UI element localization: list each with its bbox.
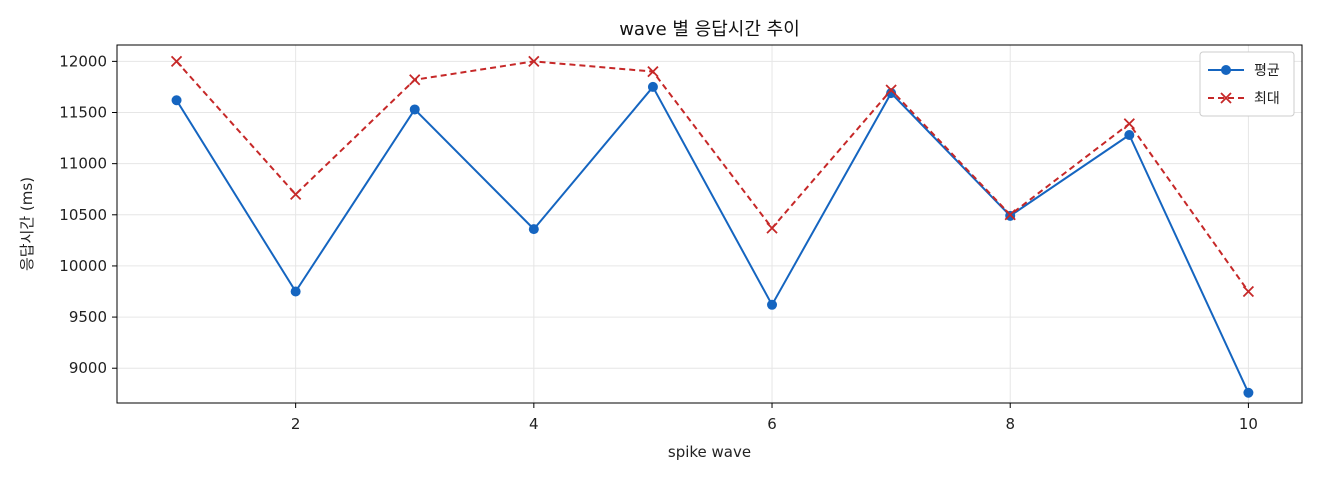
x-tick-label: 10 [1239, 415, 1258, 433]
series-2-point [766, 222, 778, 234]
series-2-point [885, 84, 897, 96]
series-1-point [409, 104, 420, 115]
y-tick-label: 10500 [59, 206, 107, 224]
x-tick-label: 2 [291, 415, 301, 433]
legend-label-1: 평균 [1254, 63, 1280, 79]
series-1-point [528, 224, 539, 235]
series-2-point [409, 74, 421, 86]
y-tick-label: 11500 [59, 104, 107, 122]
series-1-point [290, 286, 301, 297]
series-layer [170, 55, 1255, 398]
series-2-point [1004, 209, 1016, 221]
x-tick-label: 4 [529, 415, 539, 433]
series-line-1 [175, 85, 1250, 394]
series-2-point [290, 188, 302, 200]
y-tick-label: 9500 [69, 308, 107, 326]
series-1-point [171, 95, 182, 106]
x-axis-title: spike wave [668, 443, 751, 461]
series-2-point [647, 65, 659, 78]
series-2-point [528, 55, 540, 68]
series-2-point [170, 55, 183, 68]
legend-marker-2 [1220, 92, 1232, 104]
series-2-point [1242, 285, 1255, 298]
y-tick-label: 11000 [59, 155, 107, 173]
series-1-point [1124, 130, 1135, 141]
y-axis-title: 응답시간 (ms) [18, 177, 36, 271]
legend-label-2: 최대 [1254, 91, 1280, 107]
legend-marker-1 [1221, 65, 1231, 75]
ticks: 2 4 6 8 10 9000 9500 10000 10500 11000 11500 12000 [59, 52, 1258, 433]
grid [117, 45, 1302, 403]
y-tick-label: 10000 [59, 257, 107, 275]
x-tick-label: 6 [767, 415, 777, 433]
series-2-point [1123, 118, 1135, 130]
series-1-point [767, 299, 778, 310]
y-tick-label: 12000 [59, 52, 107, 70]
series-line-2 [175, 60, 1250, 293]
series-1-point [886, 88, 897, 99]
plot-frame [116, 44, 1303, 404]
series-1-point [647, 81, 658, 92]
y-tick-label: 9000 [69, 359, 107, 377]
chart-title: wave 별 응답시간 추이 [619, 19, 800, 40]
legend-box [1199, 51, 1295, 117]
x-tick-label: 8 [1005, 415, 1015, 433]
series-1-point [1243, 387, 1254, 398]
